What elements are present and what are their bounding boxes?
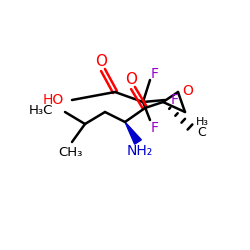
Text: CH₃: CH₃ xyxy=(58,146,82,160)
Text: O: O xyxy=(125,72,137,86)
Text: H₃C: H₃C xyxy=(28,104,53,117)
Text: O: O xyxy=(95,54,107,68)
Text: C: C xyxy=(198,126,206,138)
Text: F: F xyxy=(151,121,159,135)
Text: H₃: H₃ xyxy=(196,117,208,127)
Text: NH₂: NH₂ xyxy=(127,144,153,158)
Text: F: F xyxy=(151,67,159,81)
Text: HO: HO xyxy=(43,93,64,107)
Polygon shape xyxy=(125,122,141,144)
Text: F: F xyxy=(171,93,179,107)
Text: O: O xyxy=(182,84,194,98)
